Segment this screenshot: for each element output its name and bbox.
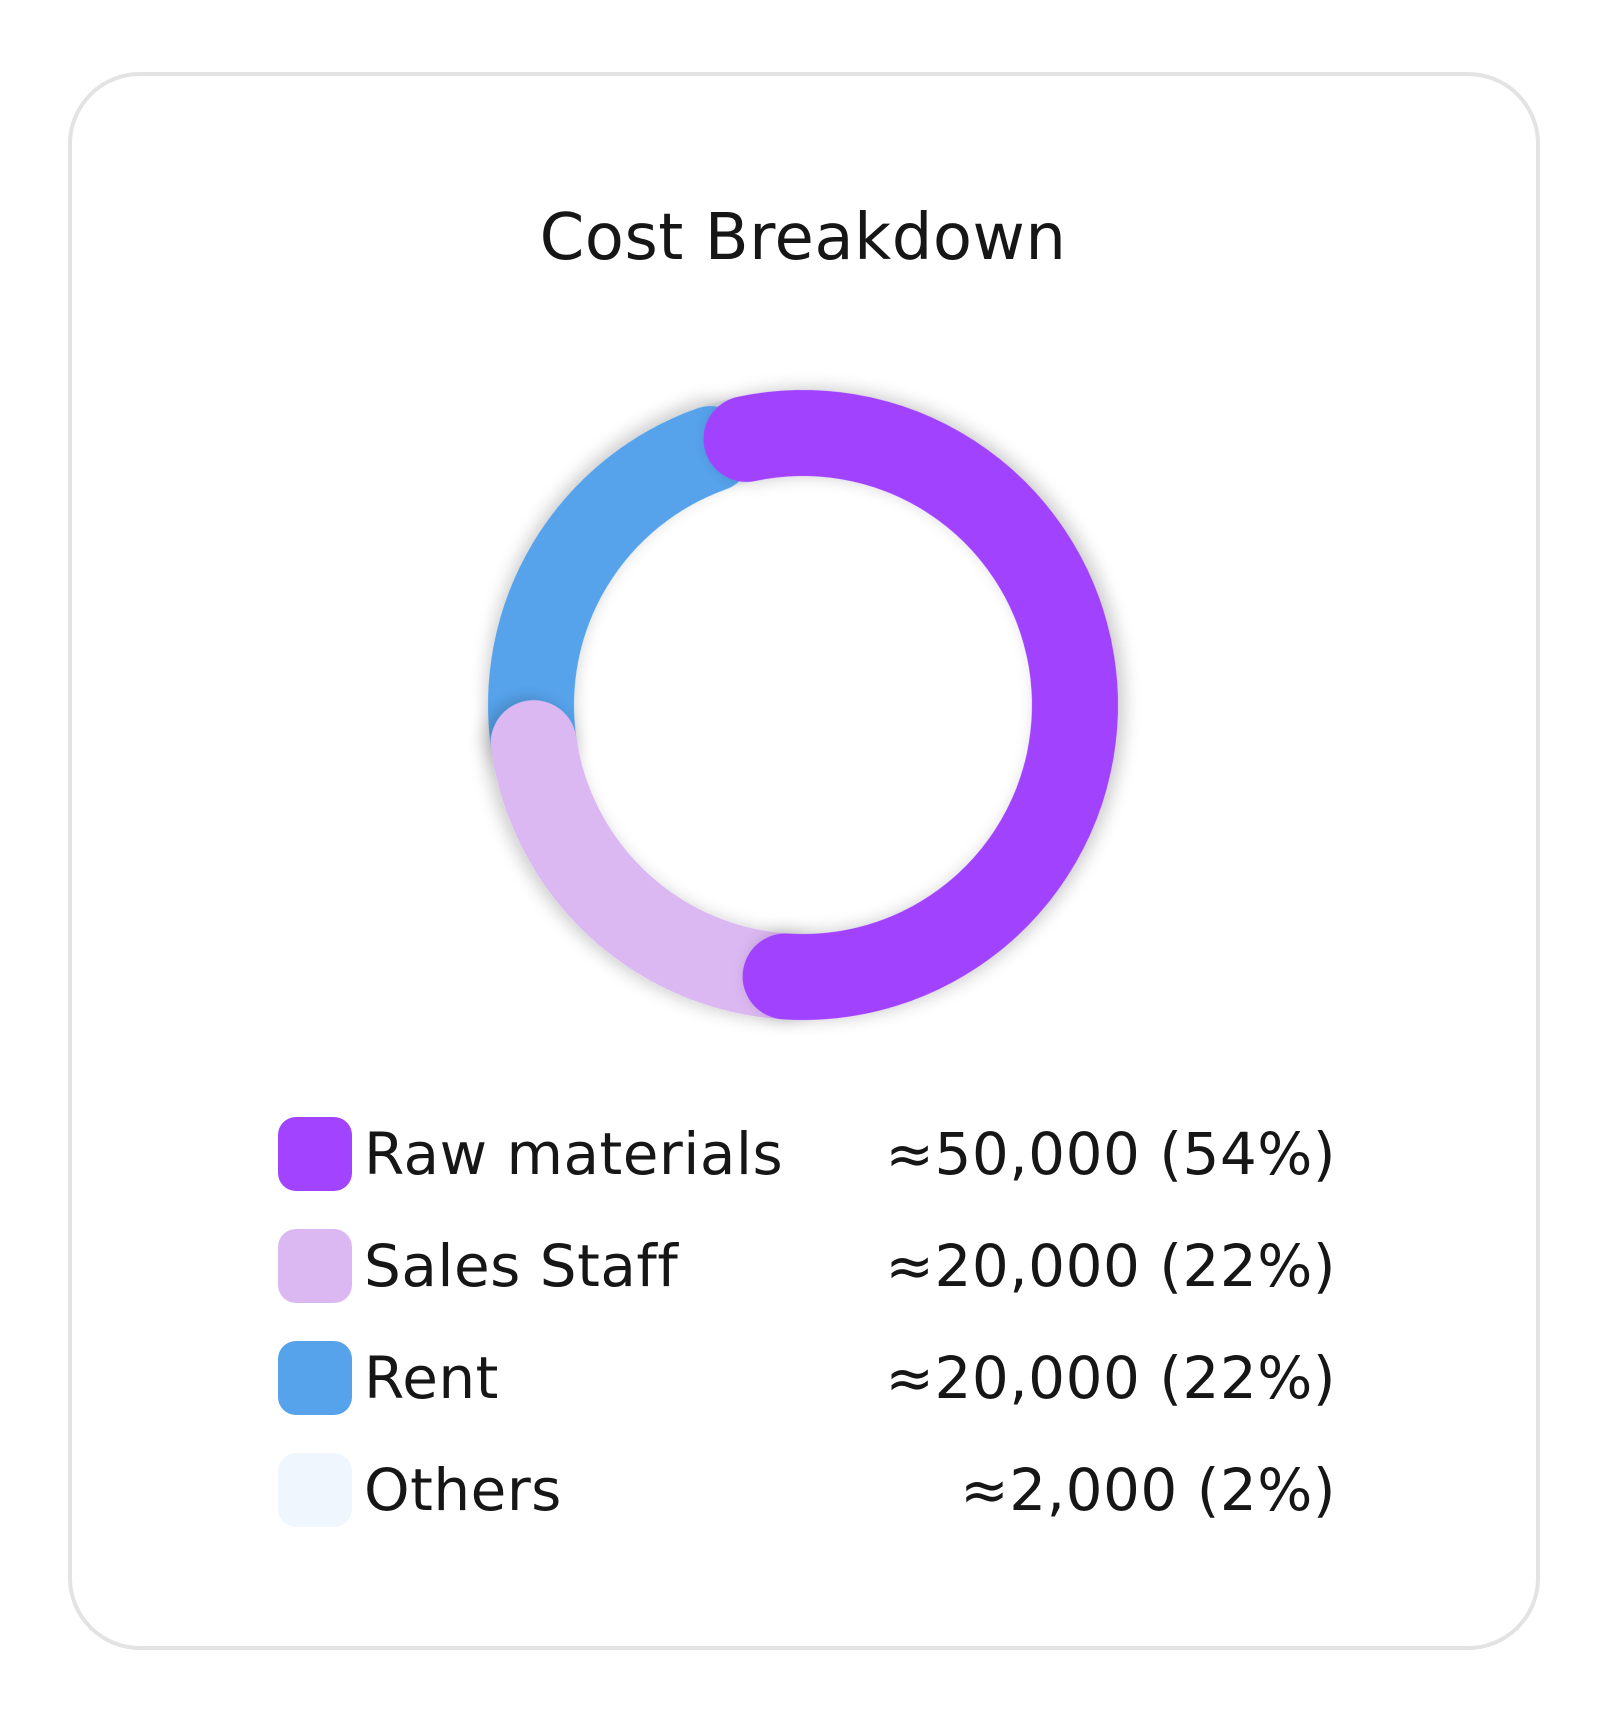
legend-value: ≈2,000 (2%) [960,1456,1336,1524]
legend-value: ≈20,000 (22%) [885,1344,1336,1412]
legend-label: Sales Staff [364,1232,679,1300]
legend-label: Raw materials [364,1120,784,1188]
legend-item-others[interactable]: Others ≈2,000 (2%) [276,1450,1336,1527]
legend-label: Others [364,1456,562,1524]
chart-title: Cost Breakdown [539,201,1067,275]
legend-label: Rent [364,1344,499,1412]
legend-item-raw-materials[interactable]: Raw materials ≈50,000 (54%) [276,1114,1336,1191]
donut-slice-raw-materials[interactable] [480,382,1125,1027]
legend-value: ≈20,000 (22%) [885,1232,1336,1300]
legend-item-sales-staff[interactable]: Sales Staff ≈20,000 (22%) [276,1226,1336,1303]
legend-swatch [278,1453,352,1527]
legend-item-rent[interactable]: Rent ≈20,000 (22%) [276,1338,1336,1415]
legend-swatch [278,1341,352,1415]
legend-swatch [278,1229,352,1303]
legend-value: ≈50,000 (54%) [885,1120,1336,1188]
legend-swatch [278,1117,352,1191]
